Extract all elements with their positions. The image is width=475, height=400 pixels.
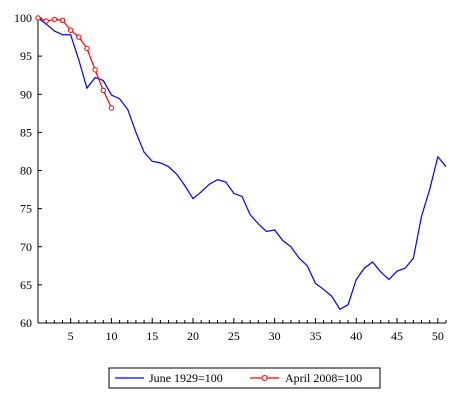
series-line-1 — [37, 17, 112, 109]
x-axis-ticks: 5 10 15 20 25 30 35 40 45 50 — [37, 318, 447, 343]
data-point — [100, 87, 106, 94]
y-tick-label: 65 — [20, 278, 32, 292]
x-tick-label: 5 — [68, 329, 74, 343]
data-point — [43, 18, 49, 24]
x-tick-label: 30 — [269, 329, 281, 343]
legend-label-june-1929: June 1929=100 — [149, 371, 223, 385]
series-line-0 — [37, 17, 447, 311]
y-tick-label: 80 — [20, 164, 32, 178]
plot-area: 60 65 70 75 80 85 90 95 100 5 10 15 20 25 30 35 40 45 50 — [14, 11, 447, 343]
legend-label-april-2008: April 2008=100 — [285, 371, 362, 385]
data-point — [84, 45, 90, 52]
y-tick-label: 70 — [20, 240, 32, 254]
series-layer — [35, 15, 447, 311]
y-tick-label: 60 — [20, 316, 32, 330]
legend-box — [108, 367, 381, 389]
x-tick-label: 20 — [187, 329, 199, 343]
data-point — [76, 34, 82, 40]
y-axis-ticks: 60 65 70 75 80 85 90 95 100 — [14, 11, 42, 330]
legend-marker-april-2008 — [261, 375, 268, 381]
data-point — [35, 15, 41, 21]
y-tick-label: 85 — [20, 125, 32, 139]
x-tick-label: 25 — [228, 329, 240, 343]
data-point — [59, 17, 66, 23]
x-tick-label: 15 — [146, 329, 158, 343]
y-tick-label: 75 — [20, 202, 32, 216]
y-tick-label: 100 — [14, 11, 32, 25]
y-tick-label: 90 — [20, 87, 32, 101]
data-point — [108, 105, 115, 111]
x-tick-label: 50 — [432, 329, 444, 343]
legend: June 1929=100 April 2008=100 — [108, 367, 381, 389]
x-tick-label: 10 — [105, 329, 117, 343]
x-tick-label: 40 — [350, 329, 362, 343]
x-tick-label: 45 — [391, 329, 403, 343]
data-point — [92, 67, 98, 73]
x-tick-label: 35 — [309, 329, 321, 343]
y-tick-label: 95 — [20, 49, 32, 63]
data-point — [51, 16, 58, 23]
data-point — [67, 27, 74, 33]
